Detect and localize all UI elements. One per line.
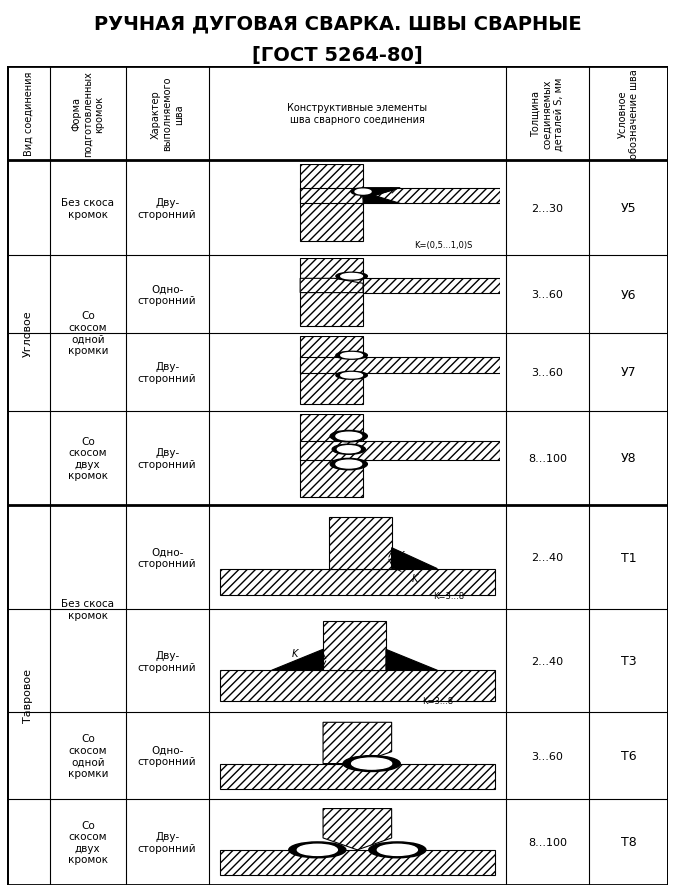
Text: Со
скосом
двух
кромок: Со скосом двух кромок	[68, 820, 108, 864]
Polygon shape	[329, 518, 391, 569]
Text: K: K	[292, 648, 298, 658]
Polygon shape	[363, 193, 400, 204]
Text: Дву-
сторонний: Дву- сторонний	[138, 831, 196, 853]
Text: Одно-
сторонний: Одно- сторонний	[138, 284, 196, 306]
Circle shape	[336, 372, 367, 380]
Circle shape	[351, 189, 375, 196]
Circle shape	[377, 844, 417, 856]
Text: У5: У5	[621, 202, 637, 215]
Text: K=(0,5...1,0)S: K=(0,5...1,0)S	[414, 240, 472, 249]
Text: Со
скосом
двух
кромок: Со скосом двух кромок	[68, 436, 108, 481]
Text: 2...40: 2...40	[531, 656, 564, 666]
Text: K=3...8: K=3...8	[433, 592, 464, 601]
Polygon shape	[300, 164, 363, 241]
Circle shape	[297, 844, 338, 856]
Text: Условное
обозначение шва: Условное обозначение шва	[618, 69, 639, 159]
Text: Вид соединения: Вид соединения	[23, 72, 33, 156]
Polygon shape	[300, 279, 363, 293]
Text: Характер
выполняемого
шва: Характер выполняемого шва	[151, 77, 184, 151]
Polygon shape	[220, 850, 495, 875]
Text: Без скоса
кромок: Без скоса кромок	[61, 198, 114, 219]
Text: Дву-
сторонний: Дву- сторонний	[138, 448, 196, 469]
Text: Конструктивные элементы
шва сварного соединения: Конструктивные элементы шва сварного сое…	[288, 104, 427, 125]
Polygon shape	[323, 809, 392, 850]
Text: [ГОСТ 5264-80]: [ГОСТ 5264-80]	[252, 46, 423, 64]
Circle shape	[330, 431, 367, 443]
Text: Со
скосом
одной
кромки: Со скосом одной кромки	[68, 311, 108, 356]
Circle shape	[338, 446, 360, 453]
Text: Дву-
сторонний: Дву- сторонний	[138, 198, 196, 219]
Circle shape	[343, 755, 400, 772]
Circle shape	[336, 273, 367, 281]
Text: Одно-
сторонний: Одно- сторонний	[138, 745, 196, 766]
Polygon shape	[386, 650, 437, 670]
Circle shape	[341, 274, 362, 280]
Polygon shape	[220, 670, 495, 701]
Polygon shape	[392, 548, 437, 569]
Text: 8...100: 8...100	[528, 453, 567, 463]
Text: 3...60: 3...60	[532, 290, 564, 299]
Circle shape	[355, 190, 371, 195]
Text: Одно-
сторонний: Одно- сторонний	[138, 547, 196, 569]
Text: Толщина
соединяемых
деталей S, мм: Толщина соединяемых деталей S, мм	[531, 78, 564, 151]
Text: 3...60: 3...60	[532, 751, 564, 761]
Text: Т3: Т3	[621, 654, 637, 668]
Text: 3...60: 3...60	[532, 367, 564, 377]
Circle shape	[332, 444, 365, 455]
Polygon shape	[220, 569, 495, 595]
Polygon shape	[300, 441, 500, 460]
Circle shape	[289, 842, 346, 858]
Text: Угловое: Угловое	[23, 310, 33, 357]
Circle shape	[330, 459, 367, 470]
Polygon shape	[363, 279, 500, 293]
Circle shape	[336, 460, 362, 468]
Text: Тавровое: Тавровое	[23, 669, 33, 722]
Polygon shape	[300, 358, 500, 374]
Polygon shape	[300, 189, 500, 204]
Text: K=3...8: K=3...8	[422, 696, 453, 705]
Circle shape	[352, 758, 392, 769]
Polygon shape	[363, 189, 400, 199]
Text: 2...30: 2...30	[531, 204, 564, 214]
Polygon shape	[300, 415, 363, 498]
Text: Дву-
сторонний: Дву- сторонний	[138, 361, 196, 383]
Text: Без скоса
кромок: Без скоса кромок	[61, 598, 114, 620]
Text: 8...100: 8...100	[528, 837, 567, 847]
Text: Дву-
сторонний: Дву- сторонний	[138, 650, 196, 671]
Text: K: K	[411, 574, 418, 584]
Text: Т1: Т1	[621, 551, 637, 564]
Text: Со
скосом
одной
кромки: Со скосом одной кромки	[68, 733, 108, 778]
Circle shape	[336, 433, 362, 441]
Text: У8: У8	[621, 452, 637, 465]
Polygon shape	[323, 722, 392, 763]
Text: РУЧНАЯ ДУГОВАЯ СВАРКА. ШВЫ СВАРНЫЕ: РУЧНАЯ ДУГОВАЯ СВАРКА. ШВЫ СВАРНЫЕ	[94, 14, 581, 33]
Text: У7: У7	[621, 366, 637, 379]
Polygon shape	[323, 621, 386, 670]
Text: 2...40: 2...40	[531, 552, 564, 562]
Text: Т8: Т8	[621, 836, 637, 848]
Text: Т6: Т6	[621, 749, 637, 763]
Text: У6: У6	[621, 288, 637, 301]
Text: Форма
подготовленных
кромок: Форма подготовленных кромок	[71, 72, 105, 157]
Polygon shape	[271, 650, 323, 670]
Polygon shape	[220, 763, 495, 789]
Circle shape	[341, 353, 362, 358]
Circle shape	[369, 842, 426, 858]
Polygon shape	[300, 336, 363, 404]
Circle shape	[341, 373, 362, 378]
Circle shape	[336, 352, 367, 359]
Text: K: K	[398, 551, 404, 561]
Polygon shape	[300, 259, 363, 327]
